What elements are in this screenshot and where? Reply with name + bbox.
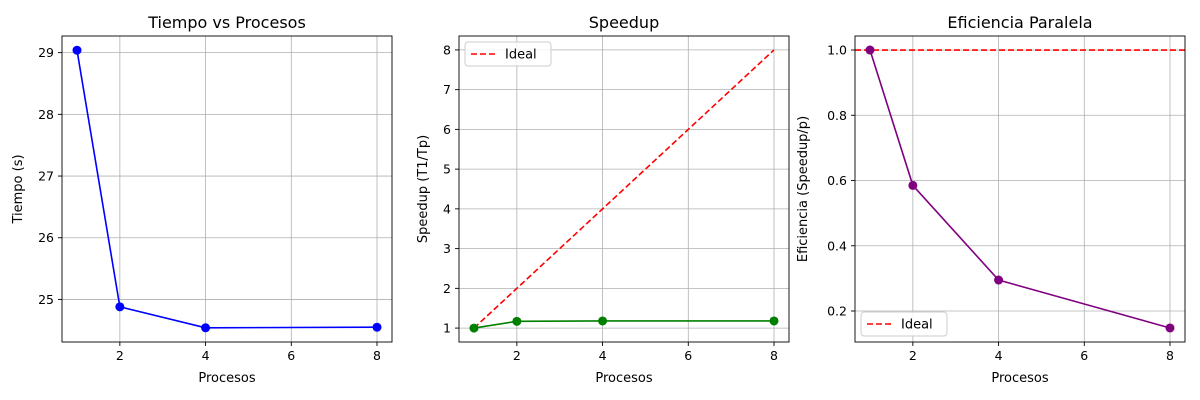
data-point (115, 302, 125, 312)
x-tick-label: 2 (513, 348, 521, 363)
data-point (908, 180, 918, 190)
data-point (865, 45, 875, 55)
legend: Ideal (860, 311, 948, 337)
y-tick-label: 29 (38, 45, 54, 60)
legend-label: Ideal (505, 48, 537, 63)
y-tick-label: 27 (38, 169, 54, 184)
y-tick-label: 0.6 (827, 173, 847, 188)
data-point (372, 322, 382, 332)
y-axis-label: Speedup (T1/Tp) (416, 135, 431, 243)
x-tick-label: 8 (373, 348, 381, 363)
grid (62, 36, 392, 342)
chart-title: Eficiencia Paralela (947, 13, 1092, 32)
y-tick-label: 1.0 (827, 43, 847, 58)
x-axis-label: Procesos (595, 371, 652, 386)
data-point (769, 316, 779, 326)
x-tick-label: 4 (599, 348, 607, 363)
y-tick-label: 0.2 (827, 304, 847, 319)
data-point (512, 316, 522, 326)
x-axis-label: Procesos (198, 371, 255, 386)
x-tick-label: 2 (909, 348, 917, 363)
x-tick-label: 8 (1166, 348, 1174, 363)
data-point (994, 275, 1004, 285)
x-tick-label: 8 (770, 348, 778, 363)
data-point (1165, 323, 1175, 333)
y-tick-label: 1 (443, 321, 451, 336)
series-line-2 (869, 49, 1171, 329)
x-tick-label: 2 (116, 348, 124, 363)
x-axis-label: Procesos (991, 371, 1048, 386)
grid (459, 36, 789, 342)
y-tick-label: 28 (38, 107, 54, 122)
data-point (72, 45, 82, 55)
legend-label: Ideal (901, 318, 933, 333)
legend: Ideal (464, 41, 552, 67)
data-point (469, 323, 479, 333)
y-tick-label: 6 (443, 122, 451, 137)
y-tick-label: 26 (38, 230, 54, 245)
y-tick-label: 8 (443, 42, 451, 57)
y-tick-label: 7 (443, 82, 451, 97)
y-tick-label: 25 (38, 292, 54, 307)
grid (855, 36, 1185, 342)
y-tick-label: 3 (443, 241, 451, 256)
axes-frame (61, 35, 393, 343)
y-tick-label: 0.4 (827, 238, 847, 253)
y-axis-label: Eficiencia (Speedup/p) (796, 116, 811, 262)
series-line-2 (473, 320, 774, 329)
y-tick-label: 4 (443, 201, 451, 216)
x-tick-label: 4 (202, 348, 210, 363)
subplot-1: 2 4 6 8 25 26 27 28 29 Tiempo vs Procesos Procesos… (11, 13, 393, 386)
subplot-3: 2 4 6 8 0.2 0.4 0.6 0.8 1.0 Eficiencia Paralela Pr… (796, 13, 1186, 386)
x-tick-label: 4 (995, 348, 1003, 363)
subplot-2: 2 4 6 8 1 2 3 4 5 6 7 8 Speedup Procesos Speedup (T1/T… (416, 13, 790, 386)
x-tick-label: 6 (287, 348, 295, 363)
data-point (598, 316, 608, 326)
x-tick-label: 6 (1080, 348, 1088, 363)
y-tick-label: 2 (443, 281, 451, 296)
chart-title: Tiempo vs Procesos (147, 13, 306, 32)
y-axis-label: Tiempo (s) (11, 154, 26, 224)
series-line-1 (76, 50, 378, 329)
legend-box (860, 311, 948, 337)
legend-box (464, 41, 552, 67)
y-tick-label: 5 (443, 162, 451, 177)
data-point (201, 323, 211, 333)
chart-title: Speedup (589, 13, 659, 32)
y-tick-label: 0.8 (827, 108, 847, 123)
axes-frame (854, 35, 1186, 343)
series-line-1 (473, 49, 775, 329)
x-tick-label: 6 (684, 348, 692, 363)
axes-frame (458, 35, 790, 343)
